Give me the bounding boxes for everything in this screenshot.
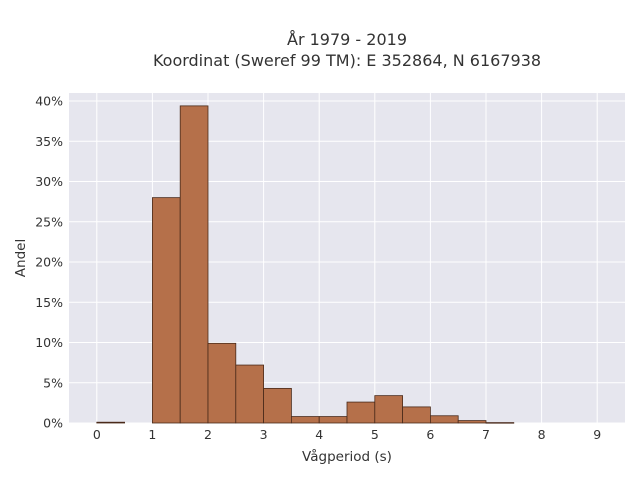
y-tick-label: 30% — [35, 174, 63, 189]
y-axis-label: Andel — [13, 239, 29, 277]
histogram-bar — [402, 406, 431, 424]
x-tick-label: 1 — [148, 427, 156, 442]
x-axis-ticks: 0 1 2 3 4 5 6 7 8 9 — [93, 427, 601, 442]
y-tick-label: 40% — [35, 94, 63, 109]
x-tick-label: 9 — [593, 427, 601, 442]
x-tick-label: 8 — [538, 427, 546, 442]
x-tick-label: 6 — [426, 427, 434, 442]
histogram-bar — [318, 416, 348, 424]
histogram-bar — [151, 197, 181, 424]
y-tick-label: 35% — [35, 134, 63, 149]
histogram-bar — [429, 415, 459, 424]
y-tick-label: 20% — [35, 255, 63, 270]
x-tick-label: 2 — [204, 427, 212, 442]
histogram-bar — [235, 364, 265, 424]
histogram-bar — [290, 416, 320, 424]
histogram-bar — [96, 421, 126, 424]
histogram-bar — [179, 105, 209, 424]
y-tick-label: 10% — [35, 335, 63, 350]
histogram-bar — [263, 387, 292, 424]
y-tick-label: 5% — [43, 375, 63, 390]
y-tick-label: 0% — [43, 416, 63, 431]
chart-title-line-2: Koordinat (Sweref 99 TM): E 352864, N 61… — [153, 51, 541, 70]
y-tick-label: 15% — [35, 295, 63, 310]
x-tick-label: 0 — [93, 427, 101, 442]
x-tick-label: 4 — [315, 427, 323, 442]
histogram-bars — [96, 105, 515, 424]
y-tick-label: 25% — [35, 214, 63, 229]
histogram-bar — [346, 401, 376, 424]
x-tick-label: 7 — [482, 427, 490, 442]
x-tick-label: 5 — [371, 427, 379, 442]
x-tick-label: 3 — [260, 427, 268, 442]
histogram-bar — [207, 342, 237, 424]
histogram-bar — [374, 395, 403, 424]
y-axis-ticks: 0% 5% 10% 15% 20% 25% 30% 35% 40% — [35, 94, 63, 431]
histogram-bar — [457, 420, 487, 424]
chart-title-line-1: År 1979 - 2019 — [287, 30, 407, 49]
x-axis-label: Vågperiod (s) — [302, 448, 392, 465]
histogram-bar — [485, 422, 515, 424]
